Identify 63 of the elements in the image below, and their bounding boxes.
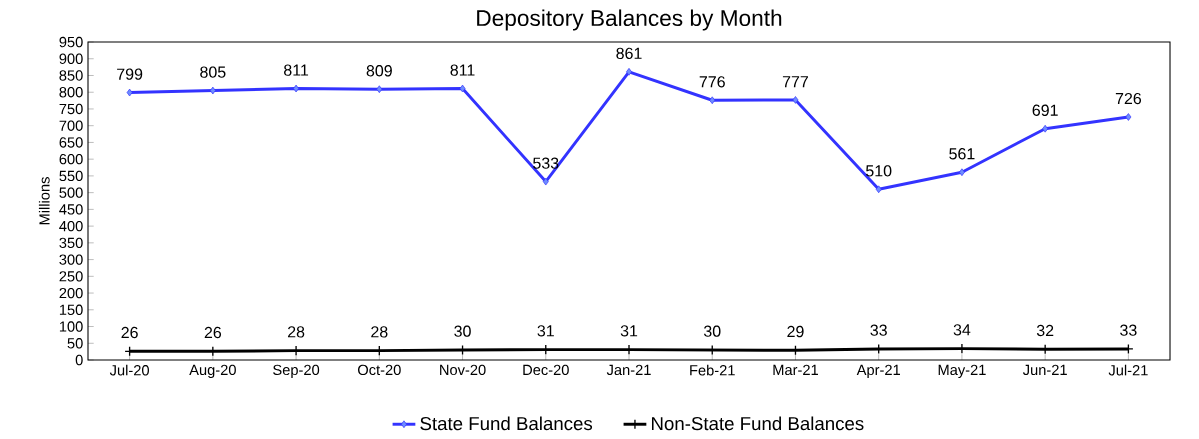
data-label: 533 [533, 157, 559, 169]
data-label: 799 [117, 68, 143, 80]
x-tick-label: Dec-20 [523, 364, 569, 376]
data-label: 28 [371, 326, 388, 338]
y-tick-label: 650 [59, 137, 83, 148]
x-tick-label: Apr-21 [856, 364, 900, 378]
y-tick-label: 150 [59, 304, 83, 315]
y-tick-label: 550 [59, 170, 83, 182]
data-label: 809 [366, 65, 392, 77]
y-axis-title: Millions [38, 177, 50, 225]
data-label: 33 [870, 324, 887, 336]
data-label: 691 [1032, 104, 1058, 116]
x-tick-label: Jan-21 [606, 364, 651, 376]
y-tick-label: 400 [59, 220, 83, 232]
data-label: 561 [949, 148, 975, 160]
y-tick-label: 750 [59, 103, 83, 115]
data-label: 29 [787, 325, 804, 338]
x-tick-label: Jun-21 [1022, 364, 1067, 376]
data-label: 26 [204, 326, 222, 339]
y-tick-label: 200 [59, 287, 83, 299]
data-label: 726 [1115, 92, 1142, 105]
y-tick-label: 300 [59, 254, 83, 265]
data-label: 777 [782, 76, 809, 88]
data-label: 31 [620, 325, 638, 337]
data-label: 26 [121, 326, 138, 339]
y-tick-label: 450 [59, 204, 83, 215]
data-label: 30 [703, 325, 721, 337]
data-label: 811 [450, 64, 475, 76]
x-tick-label: Sep-20 [273, 364, 320, 378]
y-tick-label: 350 [59, 237, 83, 249]
y-tick-label: 800 [59, 87, 83, 98]
y-tick-label: 700 [59, 120, 83, 131]
data-label: 861 [616, 47, 642, 60]
y-tick-label: 250 [59, 271, 83, 282]
chart-title: Depository Balances by Month [477, 9, 782, 31]
data-label: 510 [866, 165, 892, 177]
x-tick-label: Nov-20 [440, 364, 486, 376]
x-tick-label: Mar-21 [773, 364, 818, 376]
y-tick-label: 500 [59, 187, 83, 198]
data-label: 805 [200, 66, 226, 78]
y-tick-label: 50 [67, 338, 83, 349]
x-tick-label: May-21 [938, 364, 986, 378]
data-label: 31 [537, 325, 554, 337]
y-tick-label: 600 [59, 153, 83, 165]
y-tick-label: 950 [59, 36, 83, 48]
legend-label: Non-State Fund Balances [651, 416, 864, 431]
y-tick-label: 900 [59, 53, 83, 64]
y-tick-label: 850 [59, 70, 83, 81]
x-tick-label: Jul-20 [109, 364, 149, 376]
data-label: 28 [287, 326, 305, 338]
x-tick-label: Feb-21 [690, 364, 735, 376]
x-tick-label: Jul-21 [1108, 364, 1148, 376]
y-tick-label: 0 [75, 354, 83, 366]
data-label: 34 [953, 324, 971, 336]
data-label: 776 [699, 76, 725, 88]
y-tick-label: 100 [59, 321, 83, 332]
legend-label: State Fund Balances [420, 416, 593, 431]
x-tick-label: Aug-20 [189, 364, 236, 378]
data-label: 30 [454, 325, 471, 337]
data-label: 811 [284, 64, 309, 76]
data-label: 32 [1036, 324, 1054, 337]
x-tick-label: Oct-20 [357, 364, 401, 376]
data-label: 33 [1120, 324, 1137, 336]
